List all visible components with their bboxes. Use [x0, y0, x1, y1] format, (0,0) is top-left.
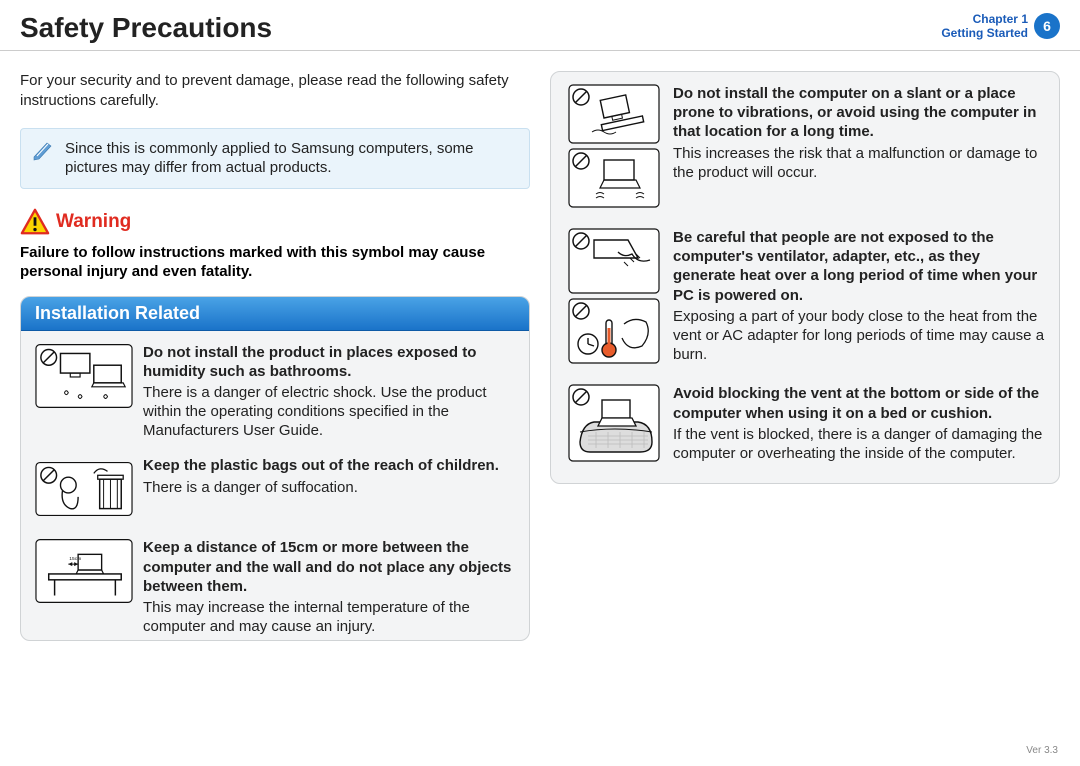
distance-icon: 15cm	[35, 538, 133, 604]
chapter-block: Chapter 1 Getting Started 6	[941, 12, 1060, 41]
left-item-2: Keep the plastic bags out of the reach o…	[21, 444, 529, 526]
warning-label: Warning	[56, 211, 131, 233]
left-item-3: 15cm Keep a distance of 15cm or more bet…	[21, 526, 529, 640]
page-number-badge: 6	[1034, 13, 1060, 39]
right-item-1-bold: Do not install the computer on a slant o…	[673, 84, 1045, 142]
note-box: Since this is commonly applied to Samsun…	[20, 128, 530, 189]
left-item-1: Do not install the product in places exp…	[21, 331, 529, 445]
right-column: Do not install the computer on a slant o…	[550, 71, 1060, 641]
left-item-3-bold: Keep a distance of 15cm or more between …	[143, 538, 515, 596]
warning-row: Warning	[20, 207, 530, 237]
section-box: Installation Related	[20, 296, 530, 642]
humidity-icon	[35, 343, 133, 409]
note-icon	[31, 139, 55, 163]
svg-text:15cm: 15cm	[69, 557, 81, 563]
right-item-1-body: Do not install the computer on a slant o…	[673, 84, 1045, 208]
chapter-line2: Getting Started	[941, 26, 1028, 40]
warning-triangle-icon	[20, 207, 50, 237]
page-title: Safety Precautions	[20, 12, 272, 44]
plastic-bag-icon	[35, 456, 133, 522]
left-item-2-bold: Keep the plastic bags out of the reach o…	[143, 456, 515, 475]
left-item-2-plain: There is a danger of suffocation.	[143, 479, 358, 496]
right-item-2-bold: Be careful that people are not exposed t…	[673, 228, 1045, 305]
left-item-3-plain: This may increase the internal temperatu…	[143, 599, 470, 635]
left-item-2-body: Keep the plastic bags out of the reach o…	[143, 456, 515, 522]
right-item-3-plain: If the vent is blocked, there is a dange…	[673, 426, 1042, 462]
intro-text: For your security and to prevent damage,…	[20, 71, 530, 112]
warning-text: Failure to follow instructions marked wi…	[20, 243, 530, 282]
right-item-3-bold: Avoid blocking the vent at the bottom or…	[673, 384, 1045, 422]
chapter-text: Chapter 1 Getting Started	[941, 12, 1028, 41]
right-item-1-plain: This increases the risk that a malfuncti…	[673, 145, 1037, 181]
section-title: Installation Related	[21, 297, 529, 331]
slant-vibration-icon	[565, 84, 663, 208]
right-item-1: Do not install the computer on a slant o…	[555, 74, 1055, 218]
right-item-2: Be careful that people are not exposed t…	[555, 218, 1055, 374]
left-item-1-body: Do not install the product in places exp…	[143, 343, 515, 441]
right-section-box: Do not install the computer on a slant o…	[550, 71, 1060, 484]
vent-block-icon	[565, 384, 663, 463]
left-column: For your security and to prevent damage,…	[20, 71, 530, 641]
left-item-1-plain: There is a danger of electric shock. Use…	[143, 384, 487, 439]
left-item-1-bold: Do not install the product in places exp…	[143, 343, 515, 381]
right-item-2-plain: Exposing a part of your body close to th…	[673, 308, 1044, 363]
chapter-line1: Chapter 1	[941, 12, 1028, 26]
content-columns: For your security and to prevent damage,…	[0, 51, 1080, 641]
right-item-3: Avoid blocking the vent at the bottom or…	[555, 374, 1055, 473]
version-label: Ver 3.3	[1026, 745, 1058, 756]
page-header: Safety Precautions Chapter 1 Getting Sta…	[0, 0, 1080, 51]
note-text: Since this is commonly applied to Samsun…	[65, 140, 474, 177]
right-item-2-body: Be careful that people are not exposed t…	[673, 228, 1045, 364]
right-item-3-body: Avoid blocking the vent at the bottom or…	[673, 384, 1045, 463]
heat-vent-icon	[565, 228, 663, 364]
left-item-3-body: Keep a distance of 15cm or more between …	[143, 538, 515, 636]
